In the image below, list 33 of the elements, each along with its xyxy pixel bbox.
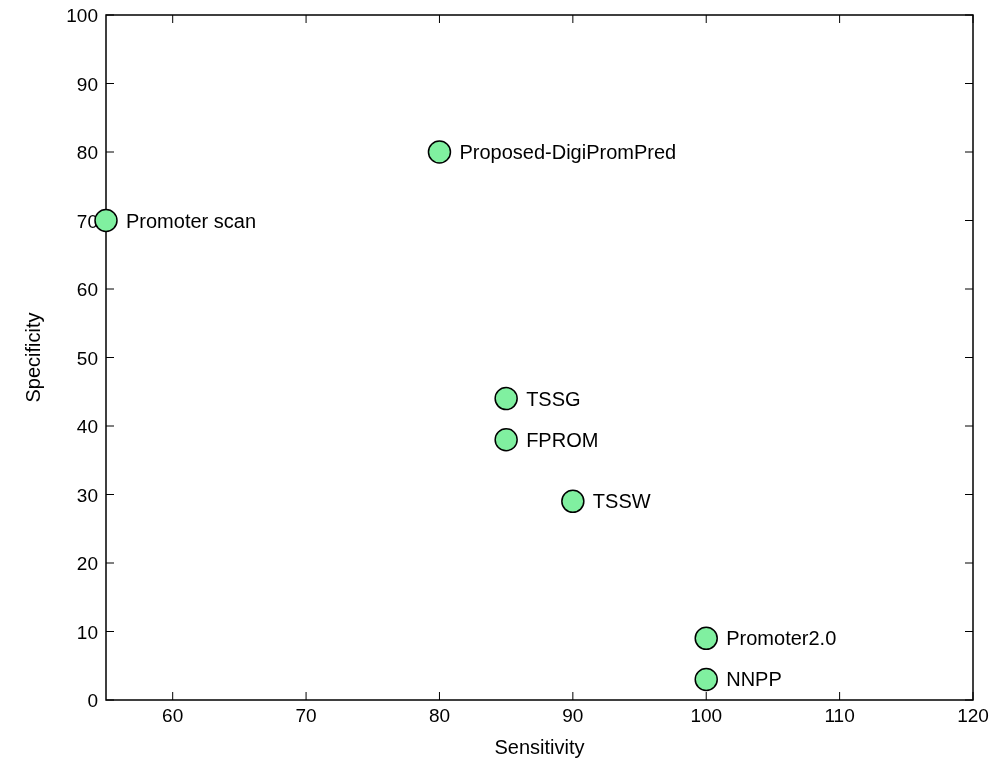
x-tick-label: 100 — [690, 705, 723, 726]
x-tick-label: 80 — [428, 705, 451, 726]
y-tick-label: 20 — [76, 553, 98, 574]
y-tick-label: 30 — [76, 484, 98, 506]
annotation: FPROM — [526, 428, 599, 451]
annotation: TSSG — [526, 387, 581, 410]
y-tick-label: 10 — [76, 621, 98, 643]
point — [494, 427, 518, 452]
x-tick-label: 110 — [824, 705, 855, 726]
y-axis-title: Specificity — [22, 312, 44, 403]
y-tick-label: 0 — [87, 690, 98, 711]
x-tick-label: 70 — [295, 705, 317, 726]
annotation: TSSW — [592, 490, 651, 513]
y-tick-label: 80 — [76, 142, 98, 163]
y-tick-label: 100 — [66, 5, 98, 26]
y-tick-label: 90 — [76, 73, 98, 95]
point — [561, 489, 585, 514]
annotation: NNPP — [726, 668, 782, 691]
x-tick-label: 60 — [162, 705, 184, 726]
y-tick-label: 50 — [76, 347, 98, 369]
point — [94, 208, 118, 233]
point — [694, 626, 718, 651]
x-tick-label: 120 — [957, 705, 989, 726]
point — [694, 667, 718, 692]
point — [427, 140, 452, 164]
annotation: Promoter scan — [126, 209, 257, 232]
y-tick-label: 60 — [76, 279, 98, 300]
x-tick-label: 90 — [562, 705, 584, 726]
y-tick-label: 40 — [76, 416, 98, 437]
annotation: Promoter2.0 — [726, 627, 837, 650]
point — [494, 386, 518, 411]
x-axis-title: Sensitivity — [494, 736, 585, 758]
annotation: Proposed-DigiPromPred — [459, 141, 677, 163]
